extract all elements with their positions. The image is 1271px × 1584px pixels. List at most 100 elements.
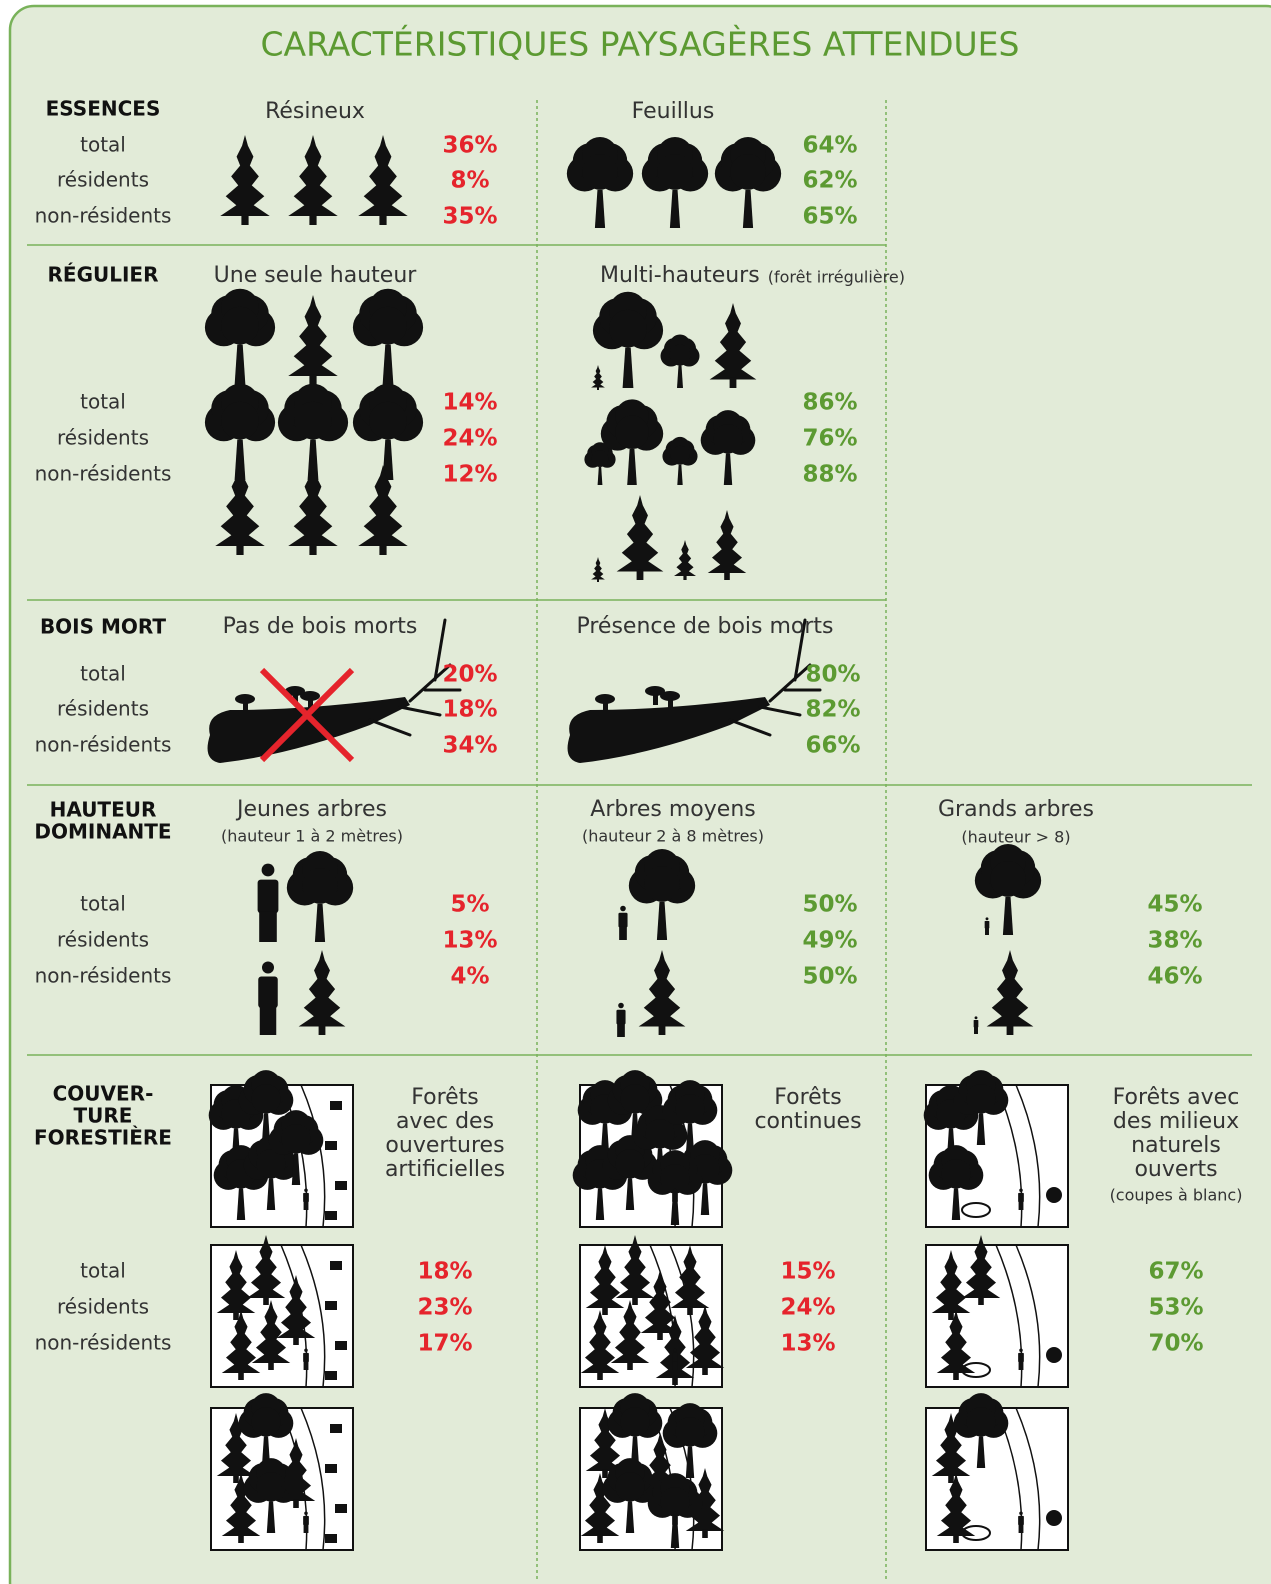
stump — [330, 1101, 342, 1110]
trunk — [627, 1361, 633, 1370]
crown — [281, 1124, 311, 1154]
trunk — [658, 1024, 666, 1035]
stump — [325, 1464, 337, 1473]
mushroom-cap — [595, 694, 615, 704]
branch — [758, 705, 802, 717]
trunk — [724, 571, 730, 580]
mushroom-stem — [293, 693, 298, 705]
crown — [302, 868, 338, 904]
person-legs — [672, 1524, 678, 1533]
option-label: Multi-hauteurs — [600, 263, 760, 288]
trunk — [602, 1306, 608, 1315]
person-head — [985, 917, 989, 921]
trunk — [379, 544, 387, 555]
trunk — [953, 1371, 959, 1380]
trunk — [309, 214, 317, 225]
person-head — [618, 1002, 624, 1009]
person-body — [672, 1515, 678, 1526]
conifer-icon — [298, 950, 346, 1027]
row-label: total — [80, 390, 126, 414]
person-legs — [303, 1524, 309, 1533]
trunk — [318, 1024, 326, 1035]
percentage: 17% — [417, 1331, 472, 1357]
trunk — [595, 1188, 605, 1220]
conifer-icon — [616, 495, 664, 572]
forest-box — [923, 1070, 1069, 1228]
row-label: total — [80, 1259, 126, 1283]
person-head — [304, 1188, 308, 1192]
trail — [995, 1244, 1041, 1388]
person-head — [304, 1348, 308, 1352]
crown — [669, 344, 691, 366]
mushroom-cap — [235, 694, 255, 704]
person-body — [1018, 1352, 1024, 1363]
person-body — [258, 976, 278, 1008]
percentage: 18% — [417, 1259, 472, 1285]
option-label: Forêts avec — [1113, 1085, 1240, 1110]
person-head — [620, 905, 626, 912]
trunk — [379, 214, 387, 225]
branch — [433, 618, 447, 682]
person-head — [974, 1016, 978, 1020]
row-label: résidents — [57, 426, 149, 450]
person-legs — [672, 1201, 678, 1210]
person-body — [257, 879, 279, 914]
crown — [966, 1407, 996, 1437]
mushroom-cap — [645, 686, 665, 696]
title: CARACTÉRISTIQUES PAYSAGÈRES ATTENDUES — [261, 24, 1020, 64]
percentage: 45% — [1147, 892, 1202, 918]
option-label: Pas de bois morts — [223, 614, 418, 639]
trunk — [597, 579, 599, 582]
trunk — [677, 365, 683, 388]
row-label: résidents — [57, 697, 149, 721]
conifer-icon — [655, 1315, 695, 1378]
trunk — [1002, 896, 1014, 935]
trunk — [291, 1153, 301, 1185]
forest-box — [579, 1393, 725, 1551]
person-legs — [303, 1201, 309, 1210]
row-label: résidents — [57, 168, 149, 192]
trunk — [233, 1474, 239, 1483]
conifer-icon — [591, 557, 605, 580]
crown — [294, 401, 332, 440]
trunk — [293, 1499, 299, 1508]
trunk — [307, 439, 319, 480]
trunk — [656, 901, 668, 940]
option-label: Feuillus — [632, 99, 715, 124]
trunk — [953, 1534, 959, 1543]
percentage: 50% — [802, 892, 857, 918]
mushroom-cap — [285, 686, 305, 696]
option-label: avec des — [396, 1109, 494, 1134]
branch — [398, 705, 442, 717]
option-label: des milieux — [1113, 1109, 1239, 1134]
trunk — [723, 453, 733, 485]
percentage: 24% — [780, 1295, 835, 1321]
option-label: continues — [754, 1109, 861, 1134]
person-body — [672, 1352, 678, 1363]
conifer-icon — [585, 1245, 625, 1308]
person-legs — [259, 1006, 277, 1035]
trunk — [683, 575, 687, 580]
conifer-icon — [288, 135, 338, 216]
option-note: (coupes à blanc) — [1110, 1186, 1243, 1205]
crown — [591, 450, 609, 467]
trunk — [976, 1436, 986, 1468]
trunk — [268, 1361, 274, 1370]
stump — [325, 1371, 337, 1380]
conifer-icon — [615, 1235, 655, 1298]
person-body — [303, 1192, 309, 1203]
person-body — [616, 1009, 626, 1025]
conifer-icon — [276, 1438, 316, 1501]
trunk — [625, 1501, 635, 1533]
conifer-icon — [216, 1250, 256, 1313]
crown — [675, 1094, 705, 1124]
conifer-icon — [221, 1310, 261, 1373]
conifer-icon — [931, 1250, 971, 1313]
trunk — [622, 347, 634, 388]
dead-log — [567, 697, 770, 763]
row-label: non-résidents — [35, 462, 172, 486]
trunk — [677, 464, 683, 485]
person-legs — [617, 1023, 625, 1037]
option-label: Forêts — [411, 1085, 479, 1110]
person-body — [618, 912, 628, 928]
